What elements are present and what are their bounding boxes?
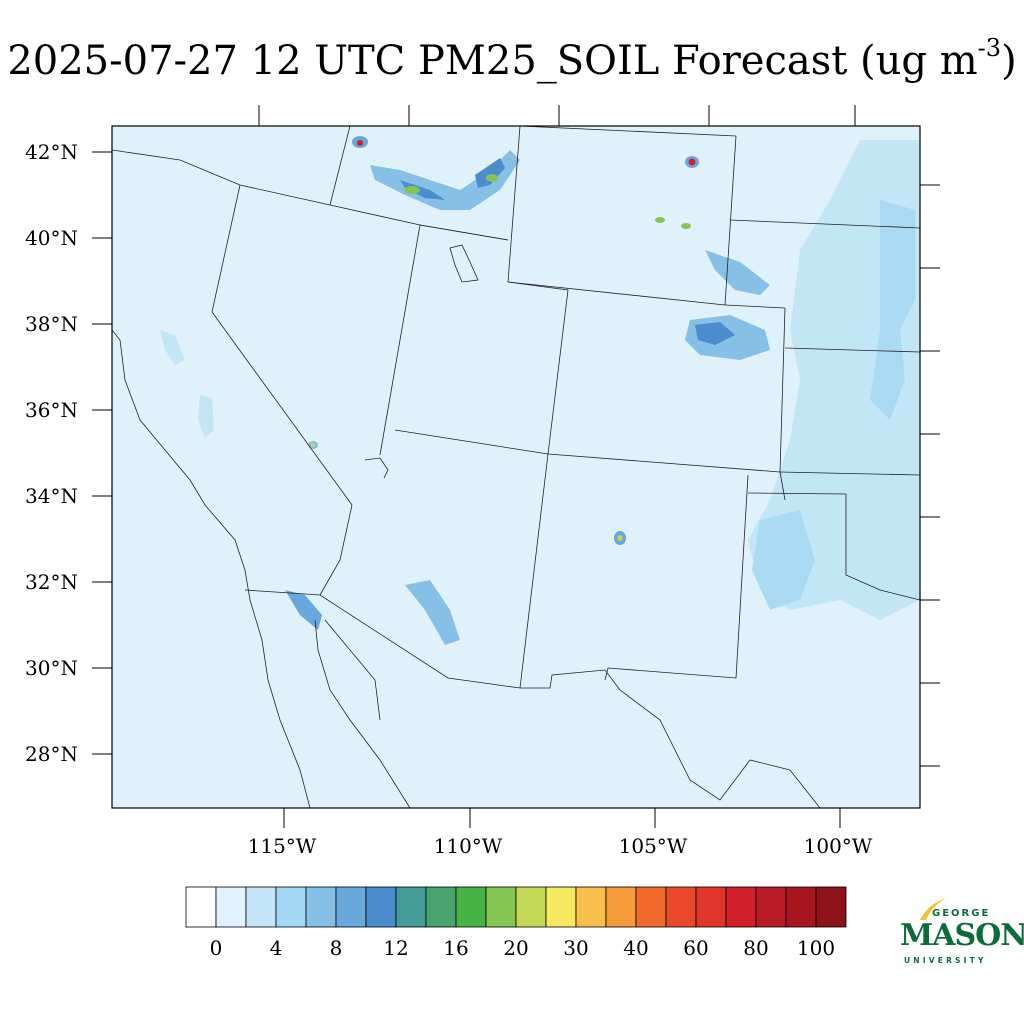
title-main: 2025-07-27 12 UTC PM25_SOIL Forecast (ug… bbox=[7, 38, 978, 84]
wyoming-east bbox=[724, 135, 737, 306]
gulf-mainland-coast bbox=[324, 619, 381, 721]
az-ca-border bbox=[319, 504, 353, 596]
lon-label: 105°W bbox=[619, 834, 688, 858]
lake-mead bbox=[364, 457, 389, 479]
california-patch bbox=[198, 395, 214, 438]
plains-region-dark bbox=[870, 200, 915, 420]
arizona-plume bbox=[285, 590, 322, 630]
colorado-north bbox=[507, 281, 726, 306]
concentration-field bbox=[160, 136, 920, 645]
idaho-wy-border bbox=[329, 126, 351, 206]
logo-mason: MASON bbox=[900, 918, 1024, 953]
lat-label: 34°N bbox=[25, 484, 78, 508]
pacific-coast bbox=[112, 329, 311, 808]
lon-label: 100°W bbox=[804, 834, 873, 858]
kansas-north bbox=[784, 347, 920, 353]
texas-east bbox=[779, 471, 786, 501]
lat-label: 28°N bbox=[25, 742, 78, 766]
logo-swoosh-icon bbox=[920, 898, 946, 920]
lat-label: 38°N bbox=[25, 312, 78, 336]
wyoming-green-2 bbox=[681, 223, 691, 229]
kansas-south bbox=[779, 471, 920, 476]
gmu-logo: GEORGE MASON UNIVERSITY bbox=[894, 894, 1024, 974]
idaho-ridge-dark2 bbox=[475, 158, 505, 188]
nm-tx-border bbox=[604, 474, 749, 681]
wyoming-north bbox=[519, 126, 737, 137]
us-mexico-border bbox=[244, 589, 821, 808]
utah-south bbox=[394, 429, 549, 455]
sd-ne-border bbox=[729, 219, 920, 229]
logo-george: GEORGE bbox=[932, 908, 991, 919]
wyoming-ridge bbox=[705, 250, 770, 295]
colorado-south bbox=[547, 453, 781, 473]
arizona-nm-border bbox=[519, 453, 549, 689]
nevada-hotspot-green bbox=[311, 443, 315, 447]
chart-title: 2025-07-27 12 UTC PM25_SOIL Forecast (ug… bbox=[0, 36, 1024, 86]
lat-label: 40°N bbox=[25, 226, 78, 250]
lon-label: 110°W bbox=[434, 834, 503, 858]
map-frame bbox=[111, 125, 921, 809]
colorado-patch-dark bbox=[695, 322, 735, 345]
lon-label: 115°W bbox=[248, 834, 317, 858]
logo-university: UNIVERSITY bbox=[904, 956, 987, 965]
latitude-labels: 42°N 40°N 38°N 36°N 34°N 32°N 30°N 28°N bbox=[25, 140, 78, 766]
lat-label: 42°N bbox=[25, 140, 78, 164]
wyoming-hotspot-red bbox=[688, 158, 696, 166]
wyoming-west bbox=[507, 126, 521, 283]
texas-patch bbox=[752, 510, 815, 610]
plains-region bbox=[748, 140, 920, 620]
title-superscript: -3 bbox=[977, 34, 1002, 62]
baja-gulf-coast bbox=[314, 619, 411, 808]
title-tail: ) bbox=[1001, 38, 1017, 84]
idaho-nw-hotspot-red bbox=[357, 140, 363, 146]
lat-label: 36°N bbox=[25, 398, 78, 422]
utah-east bbox=[507, 281, 569, 455]
new-mexico-hotspot-yellow bbox=[617, 535, 623, 541]
boundaries bbox=[112, 126, 920, 808]
nebraska-south bbox=[724, 304, 786, 309]
ok-border bbox=[747, 492, 920, 601]
idaho-ridge bbox=[370, 150, 520, 210]
utah-north bbox=[419, 224, 509, 241]
tick-marks bbox=[92, 105, 940, 828]
lat-label: 32°N bbox=[25, 570, 78, 594]
wyoming-green-1 bbox=[655, 217, 665, 223]
longitude-labels: 115°W 110°W 105°W 100°W bbox=[248, 834, 873, 858]
great-salt-lake bbox=[449, 244, 479, 283]
lat-label: 30°N bbox=[25, 656, 78, 680]
utah-west bbox=[379, 224, 421, 456]
arizona-plume-2 bbox=[405, 580, 460, 645]
california-patch-2 bbox=[160, 330, 185, 365]
nevada-west bbox=[211, 184, 353, 506]
nebraska-east bbox=[779, 307, 786, 473]
idaho-hotspot-green2 bbox=[486, 174, 498, 182]
idaho-hotspot-green bbox=[404, 186, 420, 194]
idaho-ridge-dark bbox=[400, 180, 445, 200]
